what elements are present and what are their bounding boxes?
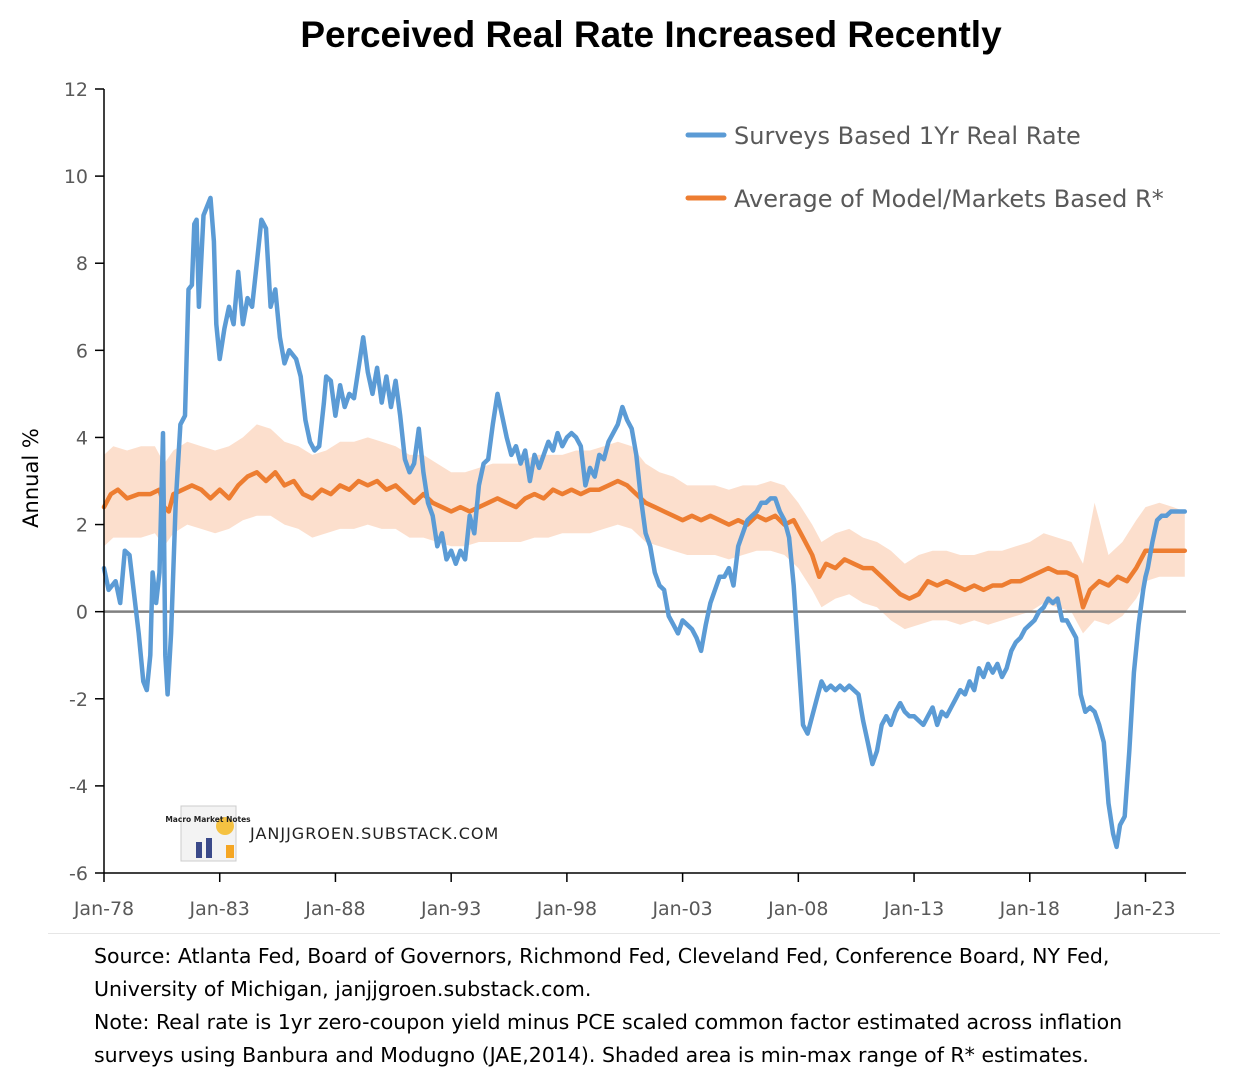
watermark-logo-sun-icon <box>216 817 234 835</box>
y-tick-label: 0 <box>76 602 88 624</box>
footer-line: Note: Real rate is 1yr zero-coupon yield… <box>94 1010 1123 1034</box>
y-tick-label: -4 <box>69 776 88 798</box>
axes: -6 -4 -2 0 2 4 6 8 10 12 Jan-78 Jan-83 Jan-88 Jan-93 J… <box>19 79 1186 920</box>
footer-line: Source: Atlanta Fed, Board of Governors,… <box>94 944 1110 968</box>
footer-line: surveys using Banbura and Modugno (JAE,2… <box>94 1043 1089 1067</box>
y-tick-label: -2 <box>69 689 88 711</box>
y-tick-label: -6 <box>69 863 88 885</box>
watermark-logo-bar-icon <box>196 842 202 858</box>
watermark-site-text: JANJJGROEN.SUBSTACK.COM <box>249 824 499 843</box>
x-tick-label: Jan-18 <box>999 898 1060 920</box>
footer-divider <box>48 933 1220 934</box>
chart-canvas: -6 -4 -2 0 2 4 6 8 10 12 Jan-78 Jan-83 Jan-88 Jan-93 J… <box>19 79 1188 920</box>
y-tick-label: 6 <box>76 340 88 362</box>
y-tick-label: 10 <box>64 166 88 188</box>
y-axis-title: Annual % <box>19 428 43 528</box>
x-tick-label: Jan-83 <box>189 898 250 920</box>
watermark-logo-text: Macro Market Notes <box>165 815 251 824</box>
x-tick-label: Jan-78 <box>73 898 134 920</box>
x-tick-label: Jan-08 <box>767 898 828 920</box>
y-tick-label: 8 <box>76 253 88 275</box>
x-tick-label: Jan-93 <box>420 898 481 920</box>
chart-title: Perceived Real Rate Increased Recently <box>300 14 1002 55</box>
x-tick-label: Jan-88 <box>304 898 365 920</box>
legend: Surveys Based 1Yr Real Rate Average of Mo… <box>685 122 1164 213</box>
y-tick-label: 12 <box>64 79 88 101</box>
series-lines <box>101 195 1188 850</box>
x-tick-label: Jan-13 <box>883 898 944 920</box>
x-tick-label: Jan-23 <box>1114 898 1175 920</box>
surveys-real-rate-line <box>101 195 1188 850</box>
watermark-logo-bar-icon <box>206 838 212 858</box>
x-tick-label: Jan-98 <box>536 898 597 920</box>
legend-label: Average of Model/Markets Based R* <box>734 185 1164 213</box>
y-tick-label: 2 <box>76 515 88 537</box>
legend-label: Surveys Based 1Yr Real Rate <box>734 122 1081 150</box>
watermark: Macro Market Notes JANJJGROEN.SUBSTACK.C… <box>165 805 499 862</box>
y-tick-label: 4 <box>76 427 88 449</box>
watermark-logo-bar-icon <box>226 845 234 858</box>
x-tick-label: Jan-03 <box>651 898 712 920</box>
footer-notes: Source: Atlanta Fed, Board of Governors,… <box>94 940 1234 1072</box>
footer-line: University of Michigan, janjjgroen.subst… <box>94 977 592 1001</box>
